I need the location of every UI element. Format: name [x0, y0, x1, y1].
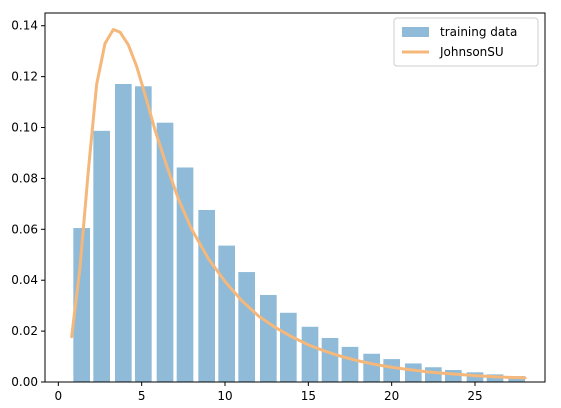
- legend-label: training data: [440, 25, 517, 39]
- bar-training-data: [425, 367, 442, 382]
- legend-box: [393, 17, 539, 67]
- bar-training-data: [341, 346, 359, 382]
- line-johnsonsu: [70, 28, 527, 380]
- axes-layer: 0 5 10 15 20 25 0.00 0.02 0.04 0.06 0.08 0.10 0.12 0.…: [11, 12, 546, 403]
- legend-swatch-bar: [402, 27, 429, 37]
- bar-training-data: [73, 228, 90, 382]
- bar-training-data: [135, 86, 152, 382]
- x-tick-label: 15: [301, 389, 316, 403]
- legend: training data JohnsonSU: [393, 17, 539, 67]
- y-tick-label: 0.10: [11, 121, 38, 135]
- bar-training-data: [280, 312, 297, 382]
- bar-training-data: [198, 209, 215, 382]
- plot-layer: [70, 28, 527, 383]
- x-tick-label: 10: [217, 389, 232, 403]
- y-tick-label: 0.14: [11, 19, 38, 33]
- bar-training-data: [383, 359, 400, 382]
- bar-training-data: [260, 294, 277, 382]
- bar-training-data: [238, 272, 255, 382]
- y-tick-label: 0.12: [11, 70, 38, 84]
- bar-training-data: [93, 130, 110, 382]
- x-tick-label: 5: [138, 389, 146, 403]
- bar-training-data: [445, 370, 462, 382]
- y-tick-label: 0.00: [11, 375, 38, 389]
- bar-training-data: [363, 353, 380, 382]
- y-tick-label: 0.04: [11, 273, 38, 287]
- bar-training-data: [301, 326, 319, 382]
- bar-training-data: [321, 337, 339, 382]
- bar-training-data: [405, 363, 422, 382]
- x-tick-label: 25: [467, 389, 482, 403]
- y-tick-label: 0.06: [11, 222, 38, 236]
- axes-frame: [44, 12, 546, 383]
- y-tick-label: 0.08: [11, 171, 38, 185]
- x-tick-label: 20: [384, 389, 399, 403]
- bar-training-data: [466, 372, 484, 382]
- bar-training-data: [156, 122, 174, 383]
- bar-training-data: [218, 245, 235, 382]
- y-tick-label: 0.02: [11, 324, 38, 338]
- x-tick-label: 0: [55, 389, 63, 403]
- bar-training-data: [115, 84, 132, 382]
- legend-label: JohnsonSU: [439, 45, 504, 59]
